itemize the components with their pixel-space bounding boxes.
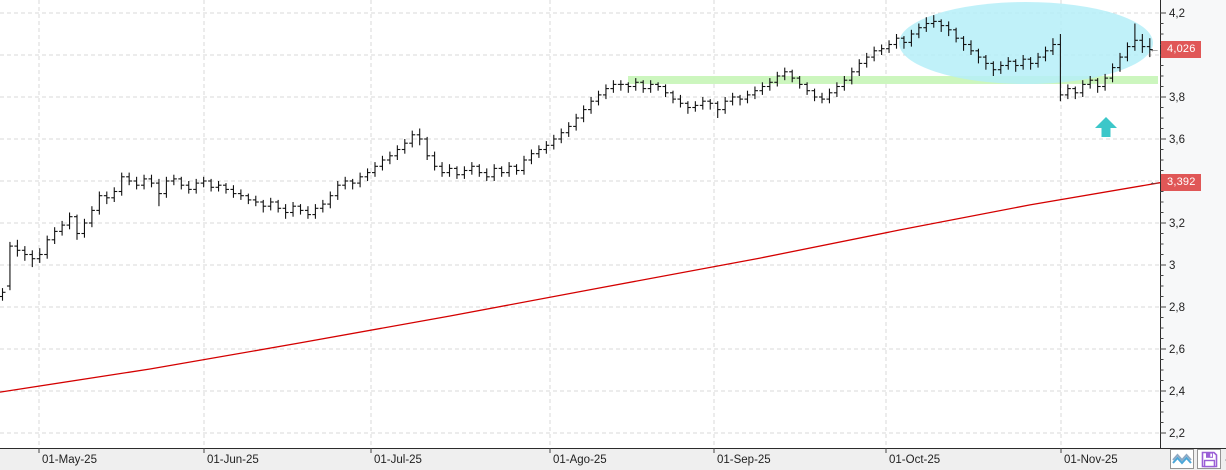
last-price-value: 4,026 bbox=[1161, 40, 1201, 58]
left-arrow-icon: ← bbox=[1149, 175, 1160, 188]
bottom-toolbar: - bbox=[1170, 449, 1226, 469]
y-axis-label: 3,6 bbox=[1169, 134, 1185, 146]
highlight-ellipse bbox=[899, 2, 1153, 84]
right-axis-strip bbox=[1161, 0, 1226, 448]
floppy-disk-icon bbox=[1201, 451, 1217, 467]
bottom-axis-strip bbox=[0, 448, 1226, 470]
y-axis-label: 2,8 bbox=[1169, 302, 1185, 314]
y-axis-label: 2,4 bbox=[1169, 386, 1186, 398]
left-arrow-icon: ← bbox=[1149, 42, 1160, 55]
save-button[interactable] bbox=[1197, 449, 1221, 469]
support-band bbox=[628, 76, 1158, 84]
x-axis-label: 01-Oct-25 bbox=[889, 454, 940, 466]
y-axis-label: 3,2 bbox=[1169, 218, 1185, 230]
last-price-badge: ← 4,026 bbox=[1149, 40, 1201, 58]
ohlc-bars bbox=[0, 15, 1153, 301]
y-axis-label: 2,6 bbox=[1169, 344, 1185, 356]
ma-price-value: 3,392 bbox=[1161, 173, 1201, 191]
x-axis-label: 01-Jul-25 bbox=[374, 454, 422, 466]
zigzag-chart-icon bbox=[1172, 453, 1192, 465]
y-axis: 4,2 3,8 3,6 3,2 3 2,8 2,6 2,4 2,2 bbox=[1160, 8, 1186, 440]
x-axis-label: 01-Ago-25 bbox=[553, 454, 607, 466]
ma-price-badge: ← 3,392 bbox=[1149, 173, 1201, 191]
up-arrow-annotation bbox=[1095, 117, 1117, 137]
x-axis: 01-May-25 01-Jun-25 01-Jul-25 01-Ago-25 01-S… bbox=[38, 448, 1118, 466]
x-axis-label: 01-Nov-25 bbox=[1064, 454, 1118, 466]
x-axis-label: 01-May-25 bbox=[42, 454, 97, 466]
y-axis-label: 4,2 bbox=[1169, 8, 1185, 20]
y-axis-label: 3 bbox=[1169, 260, 1175, 272]
y-axis-label: 3,8 bbox=[1169, 92, 1185, 104]
x-axis-label: 01-Sep-25 bbox=[717, 454, 771, 466]
moving-average-line bbox=[0, 182, 1161, 393]
x-axis-label: 01-Jun-25 bbox=[207, 454, 259, 466]
y-axis-label: 2,2 bbox=[1169, 428, 1185, 440]
chart-style-button[interactable] bbox=[1170, 449, 1194, 469]
